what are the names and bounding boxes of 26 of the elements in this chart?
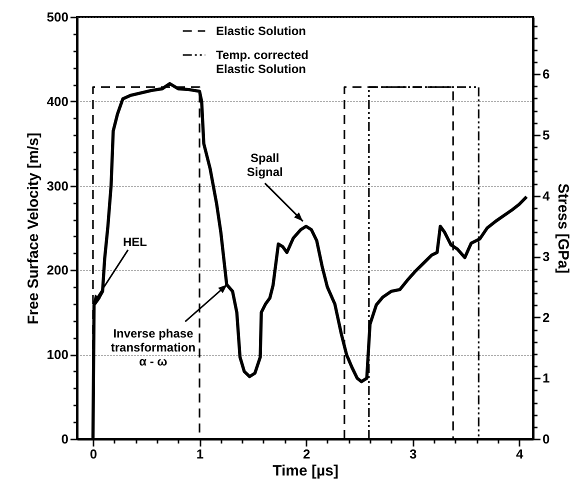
annotation: HEL [122, 234, 147, 249]
y2-axis-title: Stress [GPa] [554, 183, 572, 274]
y-tick-label: 400 [46, 94, 68, 109]
y2-tick-label: 6 [542, 66, 550, 82]
y2-tick-label: 5 [542, 127, 550, 142]
y2-tick-label: 1 [542, 370, 550, 386]
y-axis-title: Free Surface Velocity [m/s] [24, 132, 42, 324]
y-tick-label: 0 [61, 432, 68, 446]
y-tick-label: 300 [46, 178, 68, 194]
y2-tick-label: 4 [542, 188, 550, 204]
y-tick-label: 200 [46, 262, 68, 278]
annotation: Spall Signal [246, 151, 283, 180]
x-tick-label: 0 [90, 446, 98, 462]
y2-tick-label: 0 [542, 432, 550, 446]
x-tick-label: 2 [302, 446, 310, 462]
x-axis-title: Time [µs] [272, 462, 338, 480]
legend-label: Elastic Solution [216, 24, 306, 38]
x-tick-label: 4 [516, 446, 524, 462]
y-tick-label: 100 [46, 347, 68, 362]
y2-tick-label: 3 [542, 249, 550, 264]
annotation: Inverse phase transformation α - ω [110, 326, 196, 369]
legend-label: Temp. corrected Elastic Solution [216, 48, 308, 76]
y-tick-label: 500 [46, 10, 68, 24]
x-tick-label: 3 [409, 446, 417, 462]
y2-tick-label: 2 [542, 310, 550, 325]
x-tick-label: 1 [196, 446, 204, 462]
